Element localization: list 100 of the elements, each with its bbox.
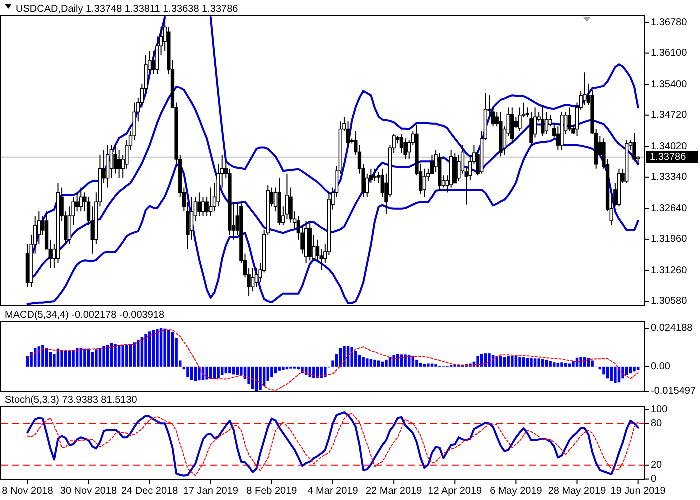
bar [259,366,262,390]
bar [419,362,422,367]
bar [385,360,388,367]
bar [488,354,491,367]
y-tick-label: 1.31260 [651,266,688,277]
bar [564,362,568,367]
bar [160,328,163,367]
bar [370,359,373,367]
bar [636,366,640,370]
bar [308,366,312,378]
bar [503,357,506,367]
bar [210,366,212,380]
bar [584,358,586,367]
bar [98,348,102,367]
bar [568,364,571,367]
candlestick [373,168,377,182]
x-tick-label: 30 Nov 2018 [60,486,118,497]
bar [64,351,68,367]
y-tick-label: 1.33340 [651,172,688,184]
bar [133,342,136,367]
x-tick-label: 28 May 2019 [548,486,607,497]
y-tick-label: 1.36780 [651,17,688,28]
bar [430,364,434,367]
bar [580,357,582,367]
bar [42,345,44,367]
bar [530,358,533,367]
bar [148,332,152,367]
bar [526,358,530,367]
candlestick [404,138,408,160]
bar [140,337,144,367]
bar [518,357,522,367]
bar [129,344,132,367]
bar [427,364,430,367]
bar [312,366,316,378]
bar [572,361,575,367]
candlestick [117,149,122,179]
bar [228,366,232,374]
bar [374,360,376,367]
x-tick-label: 17 Jan 2019 [183,486,239,497]
bar [366,358,369,367]
bar [240,366,243,376]
bar [186,366,190,378]
candlestick [201,196,206,217]
bar [343,346,346,367]
y-tick-label: 1.34020 [651,141,688,152]
bar [324,366,327,378]
candlestick [190,196,194,240]
bar [560,362,564,367]
bar [164,328,166,367]
x-tick-label: 24 Dec 2018 [121,486,179,497]
bar [500,356,502,367]
y-tick-label: 1.34720 [651,110,688,122]
candlestick [518,107,522,132]
candlestick [75,192,80,212]
bar [156,329,159,367]
y-tick-label: 0.024188 [651,323,694,334]
y-tick-label: -0.015497 [651,386,696,398]
bar [220,366,224,376]
y-tick-label: 0.00 [651,362,671,373]
bar [91,352,94,367]
bar [144,334,148,367]
x-tick-label: 19 Jun 2019 [610,486,666,497]
chart-title: Stoch(5,3,3) 73.9383 81.5130 [5,395,138,406]
bar [114,344,117,367]
bar [49,352,52,367]
bar [507,356,510,367]
x-tick-label: 12 Apr 2019 [428,486,483,497]
bar [282,366,285,370]
bar [542,359,544,367]
bar [190,366,194,380]
bar [171,332,174,367]
bar [633,366,636,372]
bar [354,351,358,367]
candlestick [632,132,636,162]
candlestick [198,192,202,217]
y-tick-label: 80 [651,418,663,430]
bar [614,366,617,384]
bar [545,360,548,367]
y-tick-label: 1.32640 [651,204,688,215]
bar [602,366,606,375]
bar [416,360,418,367]
bar [320,366,323,378]
bar [358,355,362,367]
bar [534,358,537,367]
bar [538,358,540,367]
chart-title: MACD(5,34,4) -0.002178 -0.003918 [5,310,165,321]
bar [236,366,239,376]
bar [496,356,498,367]
candlestick [548,114,552,128]
candlestick [530,112,534,146]
bar [556,362,560,367]
x-tick-label: 4 Mar 2019 [308,486,359,497]
x-tick-label: 8 Feb 2019 [246,486,298,497]
chart-title: USDCAD,Daily 1.33748 1.33811 1.33638 1.33786 [16,4,239,15]
x-tick-label: 6 May 2019 [490,486,543,497]
bar [168,330,170,367]
bar [476,356,480,367]
candlestick [422,168,426,198]
bar [68,351,72,367]
candlestick [568,107,572,132]
